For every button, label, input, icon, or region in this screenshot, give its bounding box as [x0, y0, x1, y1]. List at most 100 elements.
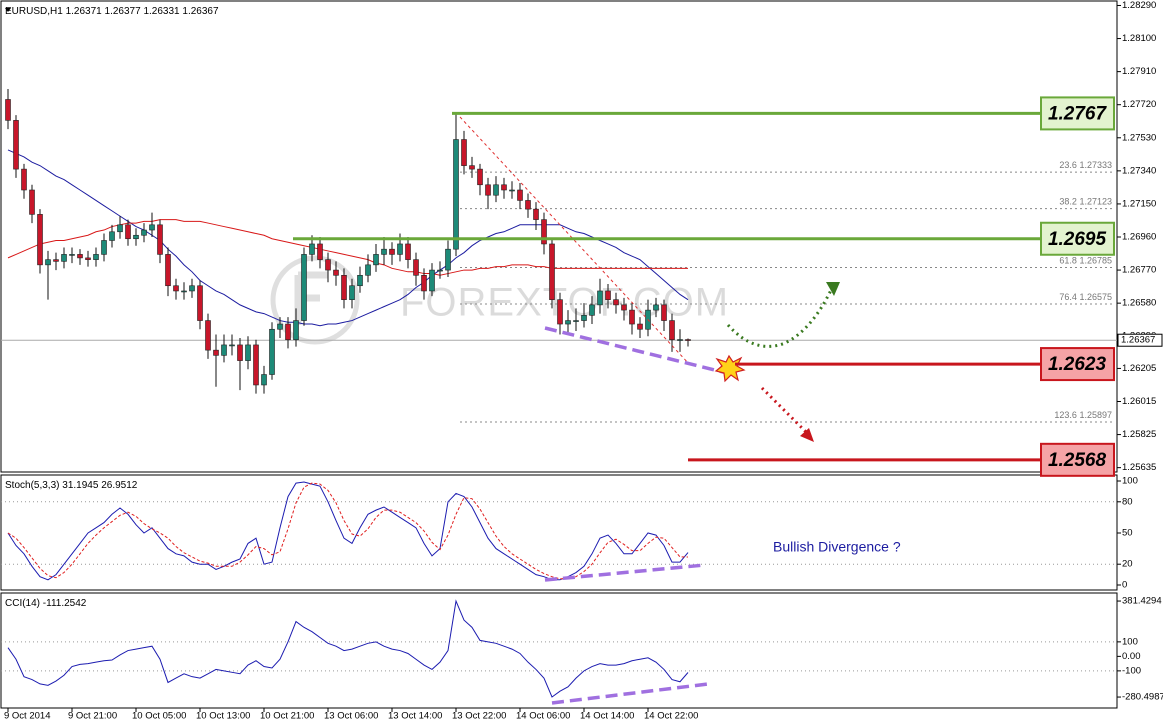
header-marker	[5, 8, 11, 12]
y-tick-label: 100	[1122, 476, 1138, 487]
candle-body	[293, 320, 299, 341]
x-tick-label: 14 Oct 22:00	[644, 711, 698, 722]
x-tick-label: 13 Oct 14:00	[388, 711, 442, 722]
level-box	[1040, 347, 1115, 382]
candle-body	[357, 274, 363, 287]
candle-body	[117, 224, 123, 233]
candle-body	[29, 189, 35, 215]
candle-body	[77, 254, 83, 259]
candle-body	[333, 269, 339, 276]
candle-body	[157, 224, 163, 255]
y-tick-label: 1.26770	[1122, 265, 1156, 276]
y-tick-label: 1.26580	[1122, 298, 1156, 309]
y-tick-label: 50	[1122, 528, 1133, 539]
candle-body	[149, 224, 155, 231]
candle-body	[101, 240, 107, 255]
candle-body	[197, 285, 203, 321]
candle-body	[133, 234, 139, 240]
x-tick-label: 13 Oct 06:00	[324, 711, 378, 722]
header-value: 1.26377	[105, 6, 142, 17]
candle-body	[573, 320, 579, 322]
header-value: 1.26367	[182, 6, 219, 17]
y-tick-label: 0	[1122, 580, 1127, 591]
candle-body	[85, 257, 91, 260]
x-tick-label: 9 Oct 2014	[4, 711, 50, 722]
candle-body	[237, 344, 243, 361]
candle-body	[405, 243, 411, 260]
y-tick-label: 1.26205	[1122, 363, 1156, 374]
y-tick-label: 1.28100	[1122, 33, 1156, 44]
candle-body	[533, 208, 539, 220]
fib-label: 61.8 1.26785	[1059, 256, 1112, 266]
candle-body	[189, 285, 195, 292]
indicator-line	[7, 599, 689, 698]
y-tick-label: 1.25635	[1122, 462, 1156, 473]
candle-body	[5, 99, 11, 121]
candle-body	[301, 254, 307, 321]
candle-body	[53, 259, 59, 262]
watermark: FOREXTOF.COM	[400, 281, 729, 325]
bearish-arrow-head	[800, 428, 814, 442]
candle-body	[325, 259, 331, 271]
candle-body	[317, 243, 323, 260]
current-price-tag	[1117, 333, 1163, 347]
level-box	[1040, 96, 1115, 131]
candle-body	[437, 269, 443, 272]
candle-body	[269, 328, 275, 375]
panel-header: CCI(14) -111.2542	[5, 598, 87, 609]
y-tick-label: 1.25825	[1122, 429, 1156, 440]
candle-body	[13, 120, 19, 170]
main-panel	[0, 0, 1118, 473]
fib-level: 76.4	[1059, 292, 1077, 302]
stoch-divergence-line	[544, 563, 706, 582]
candle-body	[669, 320, 675, 341]
x-tick-label: 10 Oct 13:00	[196, 711, 250, 722]
indicator-line	[7, 482, 689, 580]
candle-body	[261, 374, 267, 386]
candle-body	[557, 299, 563, 325]
candle-body	[429, 269, 435, 292]
candle-body	[61, 254, 67, 262]
candle-body	[125, 224, 131, 240]
x-tick-label: 14 Oct 14:00	[580, 711, 634, 722]
level-label: 1.2767	[1048, 103, 1108, 124]
header-value: 1.26331	[143, 6, 180, 17]
y-tick-label: 1.27910	[1122, 66, 1156, 77]
header-value: Stoch(5,3,3)	[5, 480, 59, 491]
y-tick-label: -100	[1122, 665, 1141, 676]
candle-body	[165, 254, 171, 287]
x-tick-label: 9 Oct 21:00	[68, 711, 117, 722]
candle-body	[581, 315, 587, 321]
candle-body	[397, 243, 403, 255]
candle-body	[205, 320, 211, 351]
fib-level: 61.8	[1059, 256, 1077, 266]
y-tick-label: 1.26960	[1122, 232, 1156, 243]
y-tick-label: 1.27720	[1122, 99, 1156, 110]
candle-body	[621, 304, 627, 311]
candle-body	[517, 189, 523, 201]
y-tick-label: 1.28290	[1122, 0, 1156, 11]
breakout-burst	[714, 354, 746, 383]
fib-price: 1.27333	[1079, 160, 1112, 170]
candle-body	[309, 243, 315, 255]
x-tick-label: 10 Oct 05:00	[132, 711, 186, 722]
x-tick-label: 10 Oct 21:00	[260, 711, 314, 722]
level-label: 1.2568	[1048, 450, 1107, 471]
header-value: EURUSD,H1	[5, 6, 63, 17]
candle-body	[445, 248, 451, 271]
candle-body	[629, 309, 635, 325]
y-tick-label: -280.4987	[1122, 692, 1163, 703]
fib-price: 1.26575	[1079, 292, 1112, 302]
candle-body	[277, 323, 283, 330]
candle-body	[69, 254, 75, 256]
level-label: 1.2623	[1048, 354, 1107, 375]
y-tick-label: 381.4294	[1122, 596, 1162, 607]
x-tick-label: 14 Oct 06:00	[516, 711, 570, 722]
fib-label: 76.4 1.26575	[1059, 292, 1112, 302]
candle-body	[245, 344, 251, 361]
y-tick-label: 80	[1122, 496, 1133, 507]
fib-price: 1.26785	[1079, 256, 1112, 266]
candle-body	[597, 290, 603, 306]
fib-price: 1.27123	[1079, 197, 1112, 207]
